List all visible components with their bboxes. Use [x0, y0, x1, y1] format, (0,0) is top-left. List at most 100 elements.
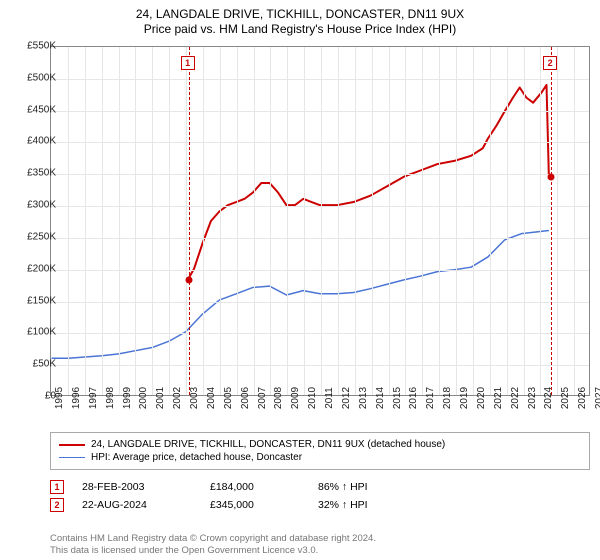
legend-label: HPI: Average price, detached house, Donc…: [91, 452, 302, 463]
y-axis-label: £50K: [6, 359, 56, 370]
y-axis-label: £0: [6, 391, 56, 402]
gridline-v: [355, 47, 356, 395]
gridline-v: [119, 47, 120, 395]
legend-swatch: [59, 457, 85, 458]
y-axis-label: £200K: [6, 263, 56, 274]
marker-dot: [185, 276, 192, 283]
sales-price: £184,000: [210, 481, 300, 493]
gridline-v: [203, 47, 204, 395]
gridline-v: [405, 47, 406, 395]
chart-subtitle: Price paid vs. HM Land Registry's House …: [0, 22, 600, 40]
gridline-v: [473, 47, 474, 395]
gridline-h: [51, 142, 589, 143]
gridline-h: [51, 206, 589, 207]
y-axis-label: £500K: [6, 72, 56, 83]
x-axis-label: 2003: [189, 387, 200, 409]
gridline-v: [220, 47, 221, 395]
chart-container: 24, LANGDALE DRIVE, TICKHILL, DONCASTER,…: [0, 0, 600, 560]
x-axis-label: 2008: [273, 387, 284, 409]
y-axis-label: £300K: [6, 200, 56, 211]
sales-hpi: 86% ↑ HPI: [318, 481, 408, 493]
sales-marker-number: 2: [50, 498, 64, 512]
legend-swatch: [59, 444, 85, 446]
legend-label: 24, LANGDALE DRIVE, TICKHILL, DONCASTER,…: [91, 439, 445, 450]
gridline-h: [51, 302, 589, 303]
y-axis-label: £150K: [6, 295, 56, 306]
legend-item: 24, LANGDALE DRIVE, TICKHILL, DONCASTER,…: [59, 438, 581, 451]
sales-date: 28-FEB-2003: [82, 481, 192, 493]
gridline-v: [135, 47, 136, 395]
gridline-v: [85, 47, 86, 395]
marker-number-box: 1: [181, 56, 195, 70]
x-axis-label: 2007: [257, 387, 268, 409]
x-axis-label: 2017: [425, 387, 436, 409]
footnote-line-1: Contains HM Land Registry data © Crown c…: [50, 533, 376, 544]
sales-hpi: 32% ↑ HPI: [318, 499, 408, 511]
x-axis-label: 1999: [122, 387, 133, 409]
gridline-v: [422, 47, 423, 395]
plot-area: [50, 46, 590, 396]
x-axis-label: 1997: [88, 387, 99, 409]
marker-vline: [189, 47, 190, 395]
gridline-v: [439, 47, 440, 395]
y-axis-label: £350K: [6, 168, 56, 179]
marker-dot: [548, 174, 555, 181]
x-axis-label: 2012: [341, 387, 352, 409]
gridline-v: [338, 47, 339, 395]
gridline-h: [51, 333, 589, 334]
gridline-v: [237, 47, 238, 395]
x-axis-label: 2005: [223, 387, 234, 409]
sales-row: 222-AUG-2024£345,00032% ↑ HPI: [50, 496, 590, 514]
x-axis-label: 2006: [240, 387, 251, 409]
gridline-v: [389, 47, 390, 395]
gridline-v: [574, 47, 575, 395]
x-axis-label: 2023: [527, 387, 538, 409]
line-layer: [51, 47, 589, 395]
x-axis-label: 2010: [307, 387, 318, 409]
gridline-v: [254, 47, 255, 395]
y-axis-label: £250K: [6, 231, 56, 242]
sales-row: 128-FEB-2003£184,00086% ↑ HPI: [50, 478, 590, 496]
marker-vline: [551, 47, 552, 395]
gridline-h: [51, 111, 589, 112]
chart-title: 24, LANGDALE DRIVE, TICKHILL, DONCASTER,…: [0, 0, 600, 22]
x-axis-label: 2020: [476, 387, 487, 409]
gridline-v: [169, 47, 170, 395]
x-axis-label: 2024: [543, 387, 554, 409]
gridline-v: [186, 47, 187, 395]
x-axis-label: 2011: [324, 387, 335, 409]
gridline-h: [51, 79, 589, 80]
y-axis-label: £450K: [6, 104, 56, 115]
x-axis-label: 2001: [155, 387, 166, 409]
x-axis-label: 2027: [594, 387, 600, 409]
gridline-v: [152, 47, 153, 395]
marker-number-box: 2: [543, 56, 557, 70]
y-axis-label: £400K: [6, 136, 56, 147]
x-axis-label: 2016: [408, 387, 419, 409]
series-line: [52, 230, 549, 358]
gridline-v: [372, 47, 373, 395]
gridline-v: [304, 47, 305, 395]
x-axis-label: 2009: [290, 387, 301, 409]
x-axis-label: 2019: [459, 387, 470, 409]
gridline-v: [270, 47, 271, 395]
gridline-v: [524, 47, 525, 395]
gridline-h: [51, 238, 589, 239]
gridline-v: [507, 47, 508, 395]
x-axis-label: 2000: [138, 387, 149, 409]
legend-item: HPI: Average price, detached house, Donc…: [59, 451, 581, 464]
gridline-v: [287, 47, 288, 395]
gridline-h: [51, 270, 589, 271]
x-axis-label: 2002: [172, 387, 183, 409]
x-axis-label: 2018: [442, 387, 453, 409]
x-axis-label: 2013: [358, 387, 369, 409]
x-axis-label: 1996: [71, 387, 82, 409]
sales-date: 22-AUG-2024: [82, 499, 192, 511]
sales-table: 128-FEB-2003£184,00086% ↑ HPI222-AUG-202…: [50, 478, 590, 514]
y-axis-label: £100K: [6, 327, 56, 338]
gridline-v: [102, 47, 103, 395]
x-axis-label: 1995: [54, 387, 65, 409]
legend: 24, LANGDALE DRIVE, TICKHILL, DONCASTER,…: [50, 432, 590, 470]
x-axis-label: 2015: [392, 387, 403, 409]
y-axis-label: £550K: [6, 41, 56, 52]
